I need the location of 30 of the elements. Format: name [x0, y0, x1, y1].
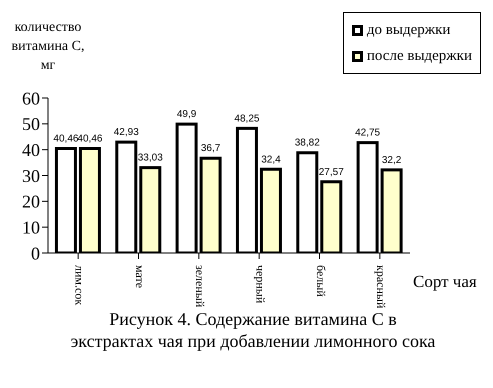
legend-label: до выдержки [366, 21, 450, 40]
y-tick-label: 20 [22, 192, 40, 212]
x-axis-title: Сорт чая [413, 272, 477, 292]
data-label: 32,4 [261, 154, 282, 166]
y-tick-label: 0 [31, 243, 40, 264]
y-tick-label: 60 [22, 88, 40, 108]
x-tick-label: красный [374, 265, 388, 309]
y-tick-label: 50 [22, 114, 40, 134]
y-tick-label: 10 [22, 218, 40, 238]
data-label: 27,57 [318, 166, 344, 178]
x-tick-label: зеленый [193, 265, 208, 308]
y-tick-label: 30 [22, 166, 40, 186]
data-label: 38,82 [294, 138, 320, 149]
data-label: 48,25 [234, 113, 260, 124]
x-tick-label: черный [253, 265, 268, 304]
y-tick-label: 40 [22, 140, 40, 160]
x-tick-label: лим.сок [72, 265, 86, 306]
data-label: 33,03 [138, 152, 164, 164]
data-label: 49,9 [176, 109, 197, 120]
data-label: 32,2 [382, 154, 402, 166]
text: Рисунок 4. Содержание витамина С в экстрактах чая при добавлении лимонного сока [70, 308, 436, 352]
data-label: 42,93 [114, 127, 140, 138]
y-axis-title: количество витамина С, мг [10, 19, 86, 75]
x-tick-label: белый [314, 265, 328, 298]
data-label: 40,46 [77, 133, 103, 144]
data-label: 36,7 [200, 143, 221, 154]
legend-label: после выдержки [366, 47, 472, 66]
x-tick-label: мате [132, 265, 147, 288]
data-label: 42,75 [355, 128, 381, 139]
data-label: 40,46 [53, 133, 79, 144]
